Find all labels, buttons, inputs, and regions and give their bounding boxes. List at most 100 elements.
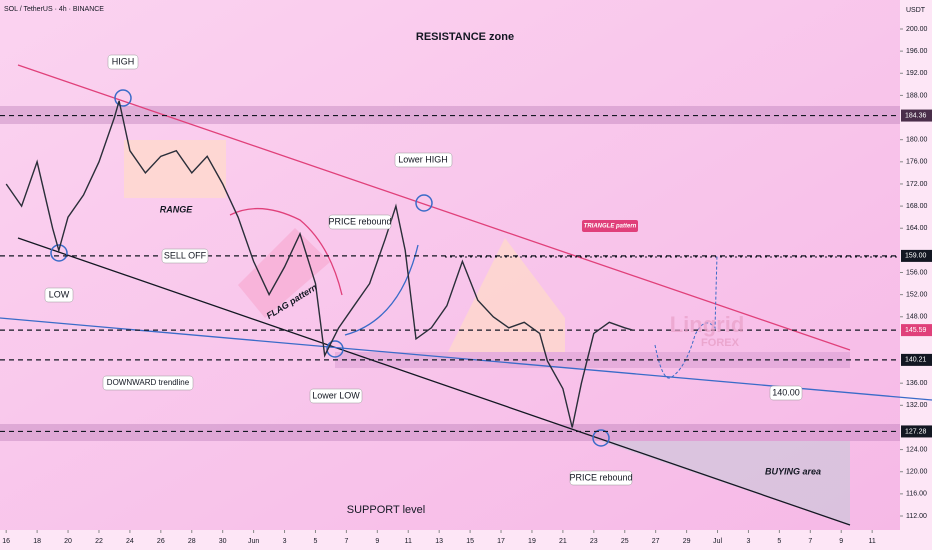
y-tick-label: 196.00 [906, 48, 928, 55]
y-tick-label: 116.00 [906, 491, 927, 498]
annotation: TRIANGLE pattern [584, 224, 637, 230]
x-tick-label: 15 [466, 538, 474, 545]
annotation-box [107, 54, 139, 70]
y-tick-label: 176.00 [906, 159, 928, 166]
x-tick-label: Jul [713, 538, 722, 545]
annotation: Lower HIGH [398, 154, 448, 164]
x-tick-label: 11 [405, 538, 412, 545]
annotation: PRICE rebound [328, 216, 391, 226]
x-tick-label: 29 [683, 538, 691, 545]
y-tick-label: 188.00 [906, 92, 928, 99]
y-tick-label: 192.00 [906, 70, 928, 77]
x-tick-label: 7 [808, 538, 812, 545]
annotation: 140.00 [772, 387, 800, 397]
annotation: RANGE [160, 204, 193, 214]
x-tick-label: 19 [528, 538, 536, 545]
y-tick-label: 124.00 [906, 446, 928, 453]
x-tick-label: 3 [747, 538, 751, 545]
y-tick-label: 156.00 [906, 269, 928, 276]
annotation: BUYING area [765, 466, 821, 476]
annotation-box [328, 214, 392, 230]
y-tick-label: 200.00 [906, 26, 928, 33]
annotation: PRICE rebound [569, 472, 632, 482]
sell-off-arrow [229, 207, 343, 296]
support-trendline [17, 237, 851, 526]
resistance-trendline [17, 64, 851, 351]
annotation-box [102, 375, 194, 391]
plot [0, 100, 900, 433]
annotation-box [44, 287, 74, 303]
annotation: SUPPORT level [347, 504, 425, 516]
y-tick-label: 180.00 [906, 137, 928, 144]
x-tick-label: 5 [777, 538, 781, 545]
mid-zone [335, 352, 850, 368]
range-box [124, 140, 226, 198]
x-tick-label: 7 [344, 538, 348, 545]
triangle-box [448, 238, 565, 352]
flag-box [238, 228, 330, 318]
time-axis [0, 530, 900, 550]
x-tick-label: 21 [559, 538, 567, 545]
annotation: HIGH [112, 56, 135, 66]
price-label: 159.00 [905, 253, 927, 260]
price-line [5, 100, 633, 428]
annotation: RESISTANCE zone [416, 31, 514, 43]
annotation: Lower LOW [312, 390, 360, 400]
price-label: 145.59 [905, 327, 927, 334]
x-tick-label: 13 [435, 538, 443, 545]
x-tick-label: 30 [219, 538, 227, 545]
annotation-box [769, 385, 803, 401]
x-tick-label: 25 [621, 538, 629, 545]
annotation: DOWNWARD trendline [107, 378, 190, 387]
x-tick-label: 9 [375, 538, 379, 545]
watermark: Lingrid [670, 312, 745, 337]
pivot-markers [50, 89, 610, 447]
price-label: 127.28 [905, 428, 927, 435]
y-tick-label: 136.00 [906, 380, 928, 387]
y-tick-label: 148.00 [906, 314, 928, 321]
annotation-box [161, 248, 209, 264]
annotation-box [309, 388, 363, 404]
price-axis [900, 0, 932, 550]
annotation: SELL OFF [164, 250, 207, 260]
price-label-box [901, 249, 932, 262]
support-zone [0, 424, 900, 441]
watermark: FOREX [701, 337, 740, 349]
x-tick-label: 16 [2, 538, 10, 545]
y-tick-label: 132.00 [906, 402, 928, 409]
x-tick-label: 26 [157, 538, 165, 545]
price-label-box [901, 109, 932, 122]
x-tick-label: Jun [248, 538, 259, 545]
rebound-arrow [344, 244, 419, 336]
y-tick-label: 112.00 [906, 513, 927, 520]
x-tick-label: 27 [652, 538, 660, 545]
price-label-box [901, 353, 932, 366]
x-tick-label: 24 [126, 538, 134, 545]
x-tick-label: 17 [497, 538, 505, 545]
x-tick-label: 9 [839, 538, 843, 545]
x-tick-label: 3 [283, 538, 287, 545]
currency: USDT [906, 7, 926, 14]
annotation: LOW [49, 289, 70, 299]
x-tick-label: 22 [95, 538, 103, 545]
annotation-box [569, 470, 633, 486]
x-tick-label: 11 [869, 538, 876, 545]
x-tick-label: 5 [314, 538, 318, 545]
y-tick-label: 168.00 [906, 203, 928, 210]
annotation-box [582, 220, 638, 232]
price-label-box [901, 425, 932, 438]
y-tick-label: 164.00 [906, 225, 928, 232]
x-tick-label: 23 [590, 538, 598, 545]
annotation-box [394, 152, 453, 168]
x-tick-label: 20 [64, 538, 72, 545]
x-tick-label: 18 [33, 538, 41, 545]
y-tick-label: 120.00 [906, 469, 928, 476]
x-tick-label: 28 [188, 538, 196, 545]
y-tick-label: 152.00 [906, 291, 928, 298]
price-label-box [901, 324, 932, 337]
symbol-header: SOL / TetherUS · 4h · BINANCE [4, 6, 104, 13]
price-label: 140.21 [905, 357, 927, 364]
price-label: 184.36 [905, 112, 927, 119]
y-tick-label: 172.00 [906, 181, 928, 188]
